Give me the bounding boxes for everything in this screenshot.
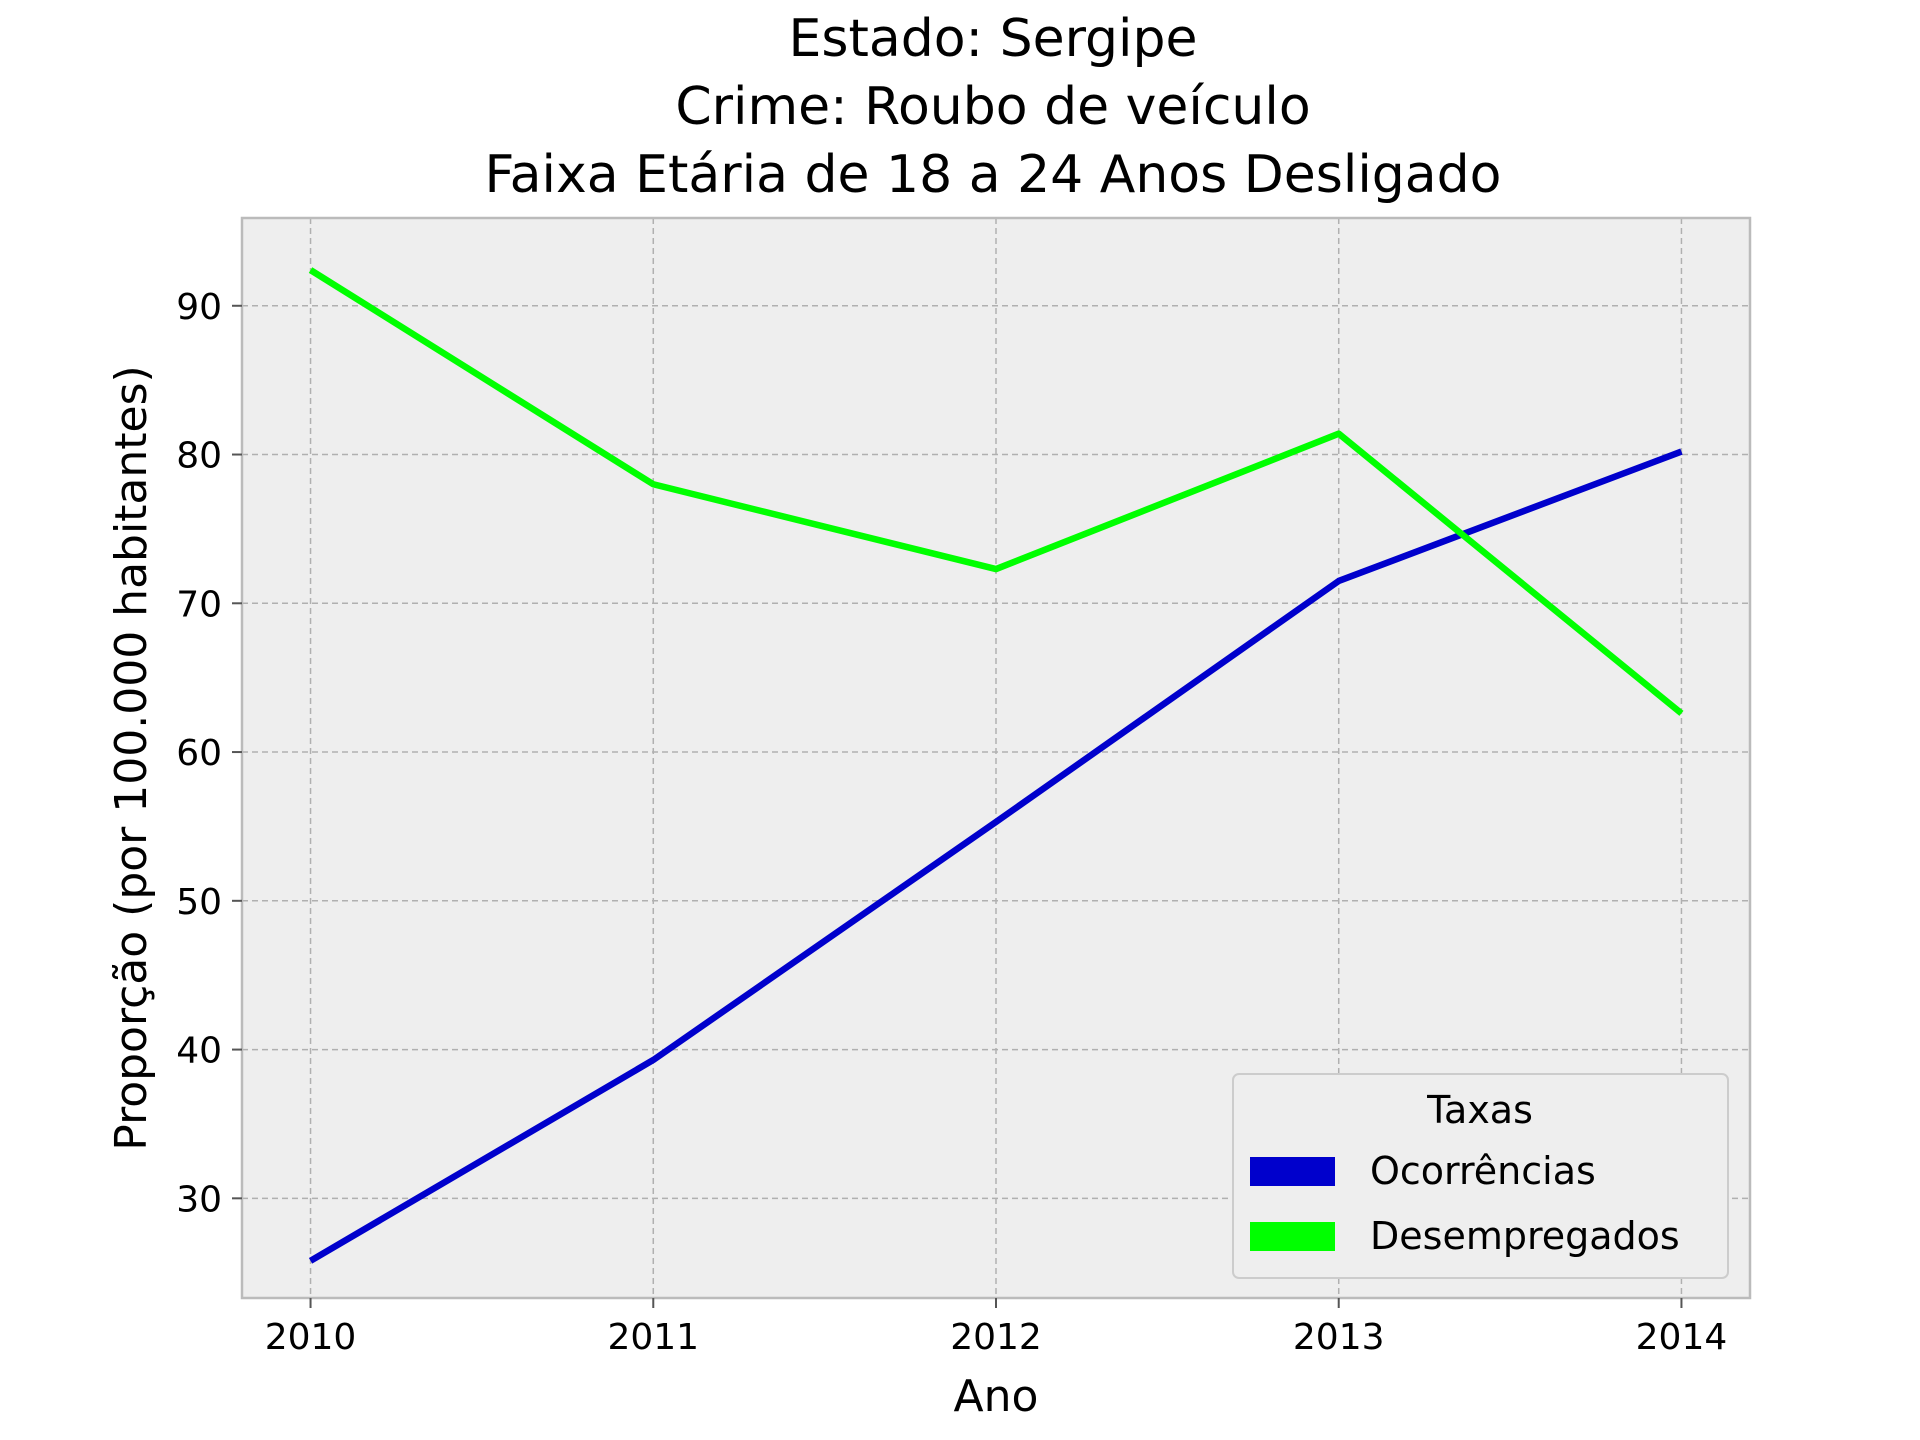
legend-box [1232,1073,1729,1279]
legend-label-ocorrencias: Ocorrências [1370,1149,1596,1193]
x-axis-label: Ano [954,1371,1039,1422]
legend-title: Taxas [1426,1088,1533,1132]
y-tick-label: 30 [176,1179,222,1220]
title-line-1: Estado: Sergipe [789,9,1198,69]
legend: Taxas Ocorrências Desempregados [1232,1073,1729,1279]
y-tick-label: 70 [176,584,222,625]
y-axis-ticks: 30 40 50 60 70 80 90 [176,287,242,1220]
legend-label-desempregados: Desempregados [1370,1214,1680,1258]
title-line-2: Crime: Roubo de veículo [675,77,1310,137]
grid-lines [242,218,1750,1298]
title-line-3: Faixa Etária de 18 a 24 Anos Desligado [485,145,1502,205]
y-tick-label: 40 [176,1031,222,1072]
legend-swatch-ocorrencias [1250,1157,1335,1186]
y-tick-label: 50 [176,882,222,923]
x-tick-label: 2010 [265,1317,357,1358]
chart-title: Estado: Sergipe Crime: Roubo de veículo … [485,9,1502,205]
y-axis-label: Proporção (por 100.000 habitantes) [106,365,157,1150]
series-line-ocorrencias [308,448,1683,1264]
y-tick-label: 90 [176,287,222,328]
y-tick-label: 60 [176,733,222,774]
x-axis-ticks: 2010 2011 2012 2013 2014 [265,1298,1728,1358]
y-tick-label: 80 [176,436,222,477]
x-tick-label: 2013 [1293,1317,1385,1358]
x-tick-label: 2014 [1636,1317,1728,1358]
x-tick-label: 2012 [950,1317,1042,1358]
x-tick-label: 2011 [607,1317,699,1358]
series-line-desempregados [308,267,1684,716]
series-layer [308,267,1684,1264]
legend-swatch-desempregados [1250,1222,1335,1251]
